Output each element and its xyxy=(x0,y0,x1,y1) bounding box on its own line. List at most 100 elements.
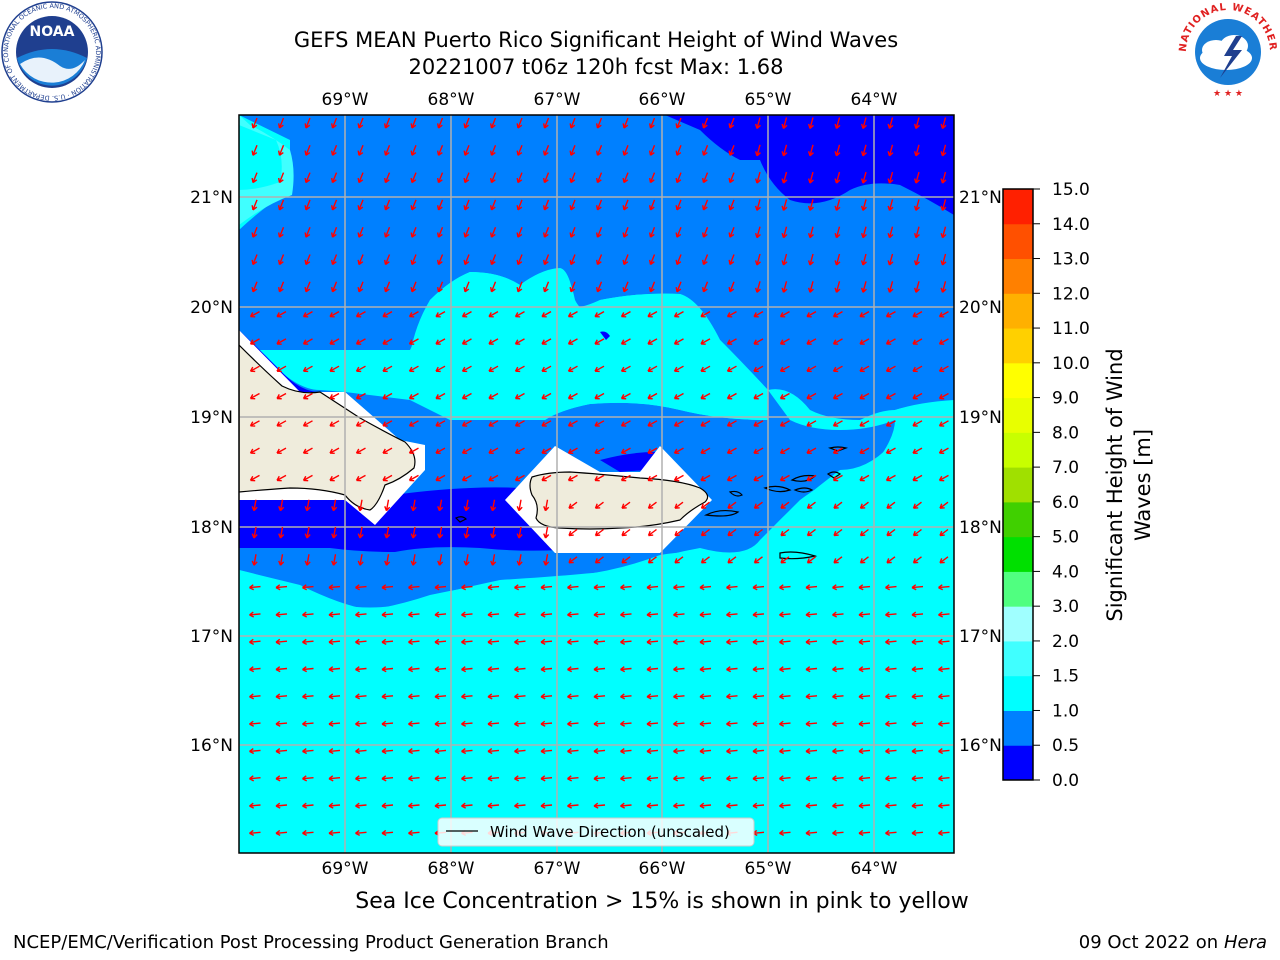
wave-direction-arrow xyxy=(912,556,922,564)
wave-direction-arrow xyxy=(620,720,632,727)
wave-direction-arrow xyxy=(304,117,311,129)
lon-label-top: 64°W xyxy=(851,90,898,110)
wave-direction-arrow xyxy=(834,226,841,239)
colorbar-tick-label: 1.0 xyxy=(1052,701,1079,721)
lat-label-right: 19°N xyxy=(959,408,1002,428)
wave-direction-arrow xyxy=(622,199,629,211)
wave-direction-arrow xyxy=(859,420,870,427)
wave-direction-arrow xyxy=(832,775,844,782)
wave-direction-arrow xyxy=(302,474,313,482)
wave-direction-arrow xyxy=(646,611,659,618)
wave-direction-arrow xyxy=(249,638,261,645)
wave-direction-arrow xyxy=(251,281,258,293)
colorbar-segment xyxy=(1003,501,1033,538)
wave-direction-arrow xyxy=(620,747,632,755)
wave-direction-arrow xyxy=(249,310,260,318)
wave-direction-arrow xyxy=(673,420,684,427)
footer-date: 09 Oct 2022 on xyxy=(1078,932,1224,953)
wave-direction-arrow xyxy=(832,310,843,318)
wave-direction-arrow xyxy=(276,420,287,427)
wave-direction-arrow xyxy=(781,144,788,157)
wave-direction-arrow xyxy=(807,253,814,266)
wave-direction-arrow xyxy=(807,117,814,130)
wave-direction-arrow xyxy=(752,611,765,618)
wave-direction-arrow xyxy=(408,693,420,700)
wave-direction-arrow xyxy=(940,144,947,157)
lon-label-bottom: 68°W xyxy=(428,859,475,879)
lat-label-left: 17°N xyxy=(190,627,233,647)
wave-direction-arrow xyxy=(700,447,711,455)
wave-direction-arrow xyxy=(674,556,684,564)
wave-direction-arrow xyxy=(463,145,470,156)
wave-direction-arrow xyxy=(700,501,710,509)
wave-direction-arrow xyxy=(913,144,920,157)
wave-direction-arrow xyxy=(488,420,499,427)
wave-direction-arrow xyxy=(304,526,311,539)
wave-direction-arrow xyxy=(275,747,288,755)
wave-direction-arrow xyxy=(463,117,470,129)
wave-direction-arrow xyxy=(249,747,261,755)
wave-direction-arrow xyxy=(648,281,656,293)
wave-direction-arrow xyxy=(329,474,340,482)
wave-direction-arrow xyxy=(806,420,817,427)
wave-direction-arrow xyxy=(753,447,764,455)
wave-direction-arrow xyxy=(834,117,841,130)
wave-direction-arrow xyxy=(594,528,604,537)
wave-direction-arrow xyxy=(275,802,288,809)
wave-direction-arrow xyxy=(489,117,497,129)
wave-direction-arrow xyxy=(383,254,391,266)
wave-direction-arrow xyxy=(541,447,552,455)
wave-direction-arrow xyxy=(516,199,523,211)
wave-direction-arrow xyxy=(779,584,791,591)
wave-direction-arrow xyxy=(275,693,288,700)
wave-direction-arrow xyxy=(328,584,341,591)
colorbar-segment xyxy=(1003,571,1033,607)
wave-direction-arrow xyxy=(330,254,338,266)
wave-direction-arrow xyxy=(699,693,712,700)
wave-direction-arrow xyxy=(355,747,367,755)
wave-direction-arrow xyxy=(357,526,364,539)
wave-direction-arrow xyxy=(514,611,526,618)
wave-direction-arrow xyxy=(355,802,367,809)
wave-direction-arrow xyxy=(328,829,341,837)
wave-direction-arrow xyxy=(754,226,761,239)
wave-direction-arrow xyxy=(913,199,920,211)
wave-direction-arrow xyxy=(302,802,314,809)
wave-direction-arrow xyxy=(542,254,550,266)
wave-direction-arrow xyxy=(726,365,737,373)
wave-direction-arrow xyxy=(648,199,656,211)
wave-direction-arrow xyxy=(304,172,311,184)
wave-direction-arrow xyxy=(781,199,788,211)
colorbar-segment xyxy=(1003,432,1033,468)
wave-direction-arrow xyxy=(384,554,391,566)
colorbar-segment xyxy=(1003,362,1033,399)
wave-direction-arrow xyxy=(832,829,844,837)
wave-direction-arrow xyxy=(673,720,685,727)
wave-direction-arrow xyxy=(701,226,709,238)
wave-direction-arrow xyxy=(647,528,657,537)
lat-label-right: 20°N xyxy=(959,298,1002,318)
wave-direction-arrow xyxy=(381,611,394,618)
wave-direction-arrow xyxy=(328,638,341,645)
wave-direction-arrow xyxy=(434,802,447,809)
wave-direction-arrow xyxy=(940,281,947,293)
wave-direction-arrow xyxy=(489,145,497,156)
wave-direction-arrow xyxy=(701,281,709,293)
wave-direction-arrow xyxy=(251,526,258,539)
wave-direction-arrow xyxy=(251,554,258,566)
footer-machine: Hera xyxy=(1223,932,1267,953)
wave-direction-arrow xyxy=(753,392,764,400)
wave-direction-arrow xyxy=(489,199,497,211)
wave-direction-arrow xyxy=(382,310,393,318)
wave-direction-arrow xyxy=(620,474,631,482)
wave-direction-arrow xyxy=(781,171,788,184)
wave-direction-arrow xyxy=(463,281,470,293)
wave-direction-arrow xyxy=(621,501,631,509)
wave-direction-arrow xyxy=(516,145,523,156)
wave-direction-arrow xyxy=(938,447,949,455)
wave-direction-arrow xyxy=(594,501,604,509)
wave-direction-arrow xyxy=(726,447,737,455)
wave-direction-arrow xyxy=(461,584,473,591)
wave-direction-arrow xyxy=(860,281,867,293)
